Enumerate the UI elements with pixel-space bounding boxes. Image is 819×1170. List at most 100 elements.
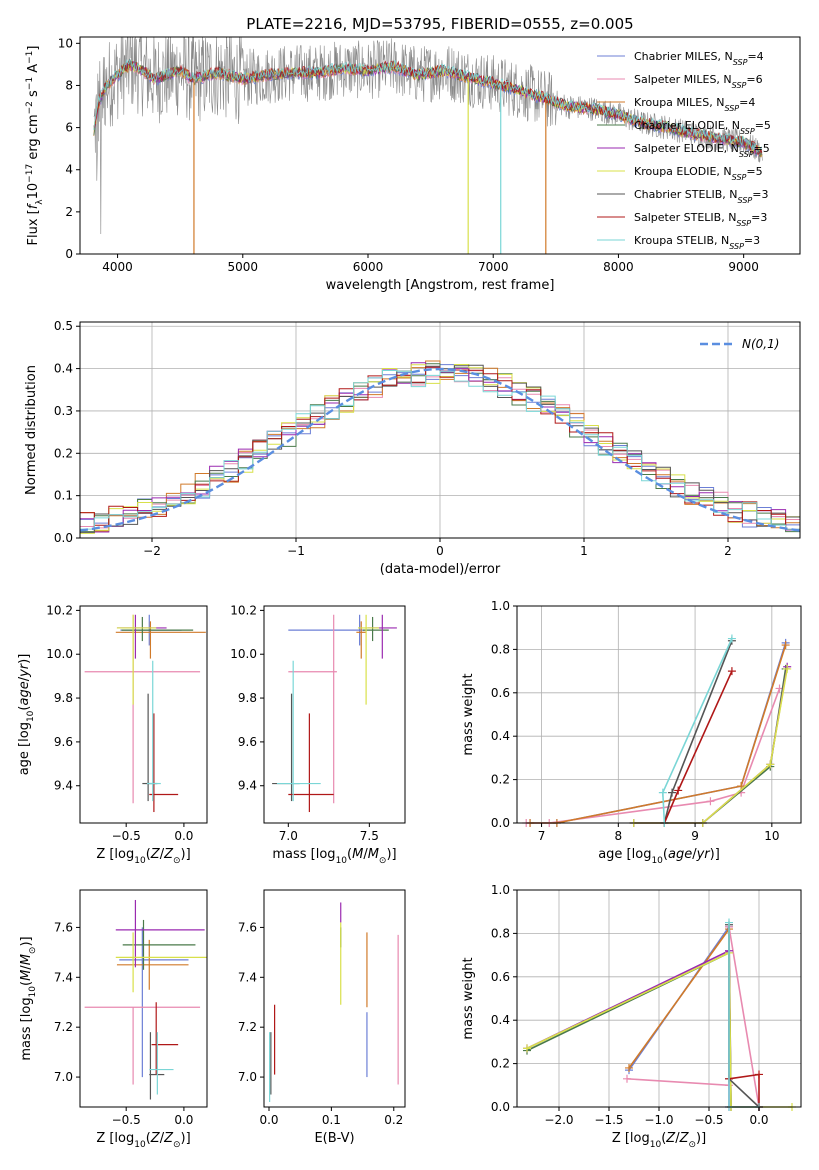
errorbar-point (142, 693, 158, 802)
y-tick-label: 0 (65, 247, 73, 261)
x-tick-label: 5000 (228, 260, 259, 274)
x-tick-label: 0.2 (384, 1113, 403, 1127)
weight-marker (658, 788, 667, 797)
weight-marker (706, 797, 715, 806)
x-tick-label: 8000 (603, 260, 634, 274)
y-tick-label: 9.4 (54, 779, 73, 793)
histogram-salpeter-stelib (80, 366, 800, 530)
y-axis-label: Normed distribution (24, 365, 39, 495)
errorbars-age-vs-z (84, 614, 206, 813)
weight-line (530, 642, 787, 824)
histogram-kroupa-stelib (80, 370, 800, 530)
errorbar-point (276, 660, 321, 802)
errorbar-point (84, 1006, 201, 1085)
x-tick-label: 4000 (102, 260, 133, 274)
y-tick-label: 0.6 (491, 686, 510, 700)
x-tick-label: 0.1 (322, 1113, 341, 1127)
x-axis-label: mass [log10(M/M⊙)] (272, 847, 396, 866)
weight-marker (523, 1044, 531, 1053)
x-tick-label: 9 (691, 829, 699, 843)
y-tick-label: 0.2 (54, 446, 73, 460)
y-tick-label: 0.1 (54, 489, 73, 503)
x-tick-label: 0 (436, 544, 444, 558)
errorbars-mass-vs-ebv (269, 902, 399, 1103)
normal-curve (79, 367, 801, 532)
x-axis-label: Z [log10(Z/Z⊙)] (612, 1131, 706, 1150)
y-tick-label: 10.0 (230, 647, 257, 661)
legend-label: Salpeter STELIB, NSSP=3 (634, 211, 767, 228)
x-axis-label: wavelength [Angstrom, rest frame] (326, 278, 555, 293)
weight-line (626, 926, 760, 1108)
x-tick-label: 8 (614, 829, 622, 843)
x-tick-label: 0.0 (174, 1113, 193, 1127)
axes-frame (79, 889, 208, 1108)
frame-weight-vs-z: −2.0 −1.5 −1.0 −0.5 0.0 0.0 0.2 0.4 0.6 0.8 1.0 Z [… (461, 883, 802, 1150)
y-tick-label: 9.8 (238, 691, 257, 705)
x-tick-label: −1.0 (644, 1113, 673, 1127)
frame-spectrum: 4000 5000 6000 7000 8000 9000 0 2 4 6 8 10 wavelengt… (25, 36, 801, 293)
y-tick-label: 10 (58, 36, 73, 50)
y-tick-label: 7.4 (238, 970, 257, 984)
y-tick-label: 0.0 (491, 1100, 510, 1114)
legend-label: Kroupa STELIB, NSSP=3 (634, 234, 760, 251)
weight-line (526, 951, 759, 1108)
y-tick-label: 0.4 (491, 1013, 510, 1027)
errorbar-point (116, 614, 157, 705)
y-axis-label: mass weight (461, 957, 476, 1039)
y-tick-label: 0.2 (491, 773, 510, 787)
y-tick-label: 7.4 (54, 970, 73, 984)
axes-weight-vs-age (517, 605, 801, 824)
x-tick-label: 9000 (728, 260, 759, 274)
y-tick-label: 0.6 (491, 970, 510, 984)
y-tick-label: 0.8 (491, 926, 510, 940)
model-spectrum-kroupa-stelib (93, 59, 763, 154)
weight-marker (625, 1063, 633, 1072)
x-tick-label: 7 (538, 829, 546, 843)
legend-label: Salpeter ELODIE, NSSP=5 (634, 142, 770, 159)
x-tick-label: −2.0 (544, 1113, 573, 1127)
x-axis-label: age [log10(age/yr)] (598, 847, 720, 866)
y-tick-label: 7.0 (54, 1070, 73, 1084)
x-tick-label: 7.0 (279, 829, 298, 843)
errorbar-point (121, 616, 194, 642)
legend-label: Chabrier STELIB, NSSP=3 (634, 188, 768, 205)
legend-label: Chabrier ELODIE, NSSP=5 (634, 119, 771, 136)
errorbar-point (358, 614, 380, 705)
axes-frame (263, 605, 406, 824)
x-tick-label: 1 (580, 544, 588, 558)
errorbar-point (149, 713, 179, 813)
legend-label: Kroupa ELODIE, NSSP=5 (634, 165, 763, 182)
y-axis-label: mass weight (461, 673, 476, 755)
legend-label: Chabrier MILES, NSSP=4 (634, 50, 764, 67)
x-tick-label: −2 (143, 544, 161, 558)
y-tick-label: 1.0 (491, 883, 510, 897)
observed-spectrum (93, 37, 763, 235)
weight-marker (668, 788, 677, 797)
x-axis-label: Z [log10(Z/Z⊙)] (96, 1131, 190, 1150)
weight-line (633, 668, 787, 824)
weight-marker (727, 634, 736, 643)
errorbars-age-vs-mass (272, 614, 397, 813)
errorbar-point (272, 693, 300, 802)
y-tick-label: 10.2 (230, 603, 257, 617)
y-tick-label: 1.0 (491, 599, 510, 613)
x-tick-label: 10 (764, 829, 779, 843)
y-tick-label: 9.4 (238, 779, 257, 793)
x-tick-label: 7000 (478, 260, 509, 274)
x-axis-label: Z [log10(Z/Z⊙)] (96, 847, 190, 866)
errorbar-point (362, 616, 389, 642)
y-tick-label: 7.2 (238, 1020, 257, 1034)
y-tick-label: 8 (65, 78, 73, 92)
errorbar-point (356, 621, 367, 659)
y-tick-label: 0.5 (54, 319, 73, 333)
errorbar-point (288, 713, 334, 813)
weight-marker (623, 1074, 631, 1083)
y-tick-label: 7.0 (238, 1070, 257, 1084)
legend-label-normal: N(0,1) (742, 337, 779, 351)
y-axis-label: mass [log10(M/M⊙)] (19, 936, 38, 1060)
frame-weight-vs-age: 7 8 9 10 0.0 0.2 0.4 0.6 0.8 1.0 age [log10(age/yr… (461, 599, 802, 866)
y-tick-label: 9.8 (54, 691, 73, 705)
y-tick-label: 7.6 (238, 920, 257, 934)
legend-label: Salpeter MILES, NSSP=6 (634, 73, 763, 90)
